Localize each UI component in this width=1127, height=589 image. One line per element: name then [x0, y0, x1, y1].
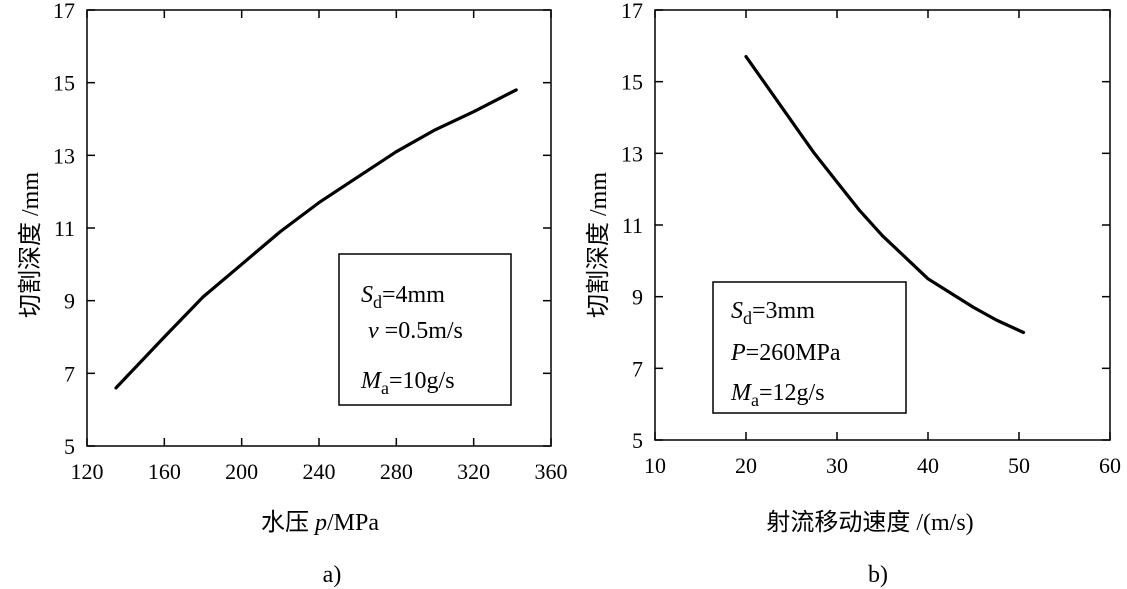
y-tick-label: 11: [622, 213, 643, 238]
x-tick-label: 50: [1008, 453, 1030, 478]
chart-panel-a: 120 160 200 240 280 320 360 5 7 9 11 13 15 17 Sd=4mm v …: [17, 0, 568, 588]
legend-entry: Ma=12g/s: [730, 380, 825, 410]
x-tick-label: 40: [917, 453, 939, 478]
y-tick-label: 9: [64, 289, 75, 314]
y-tick-label: 15: [621, 70, 643, 95]
legend-box: [338, 253, 512, 406]
chart-panel-b: 10 20 30 40 50 60 5 7 9 11 13 15 17 Sd=3mm P=260MPa Ma=…: [585, 0, 1121, 588]
x-axis-label: 水压 p/MPa: [261, 509, 379, 536]
y-tick-label: 7: [632, 356, 643, 381]
panel-label: b): [868, 562, 888, 588]
legend-entry: P=260MPa: [730, 340, 841, 366]
legend-entry: Sd=3mm: [731, 298, 815, 328]
x-tick-label: 360: [535, 459, 568, 484]
x-tick-label: 320: [457, 459, 490, 484]
x-tick-label: 120: [71, 459, 104, 484]
x-tick-label: 160: [148, 459, 181, 484]
y-axis-label: 切割深度 /mm: [585, 172, 612, 318]
x-tick-label: 20: [735, 453, 757, 478]
x-tick-label: 200: [225, 459, 258, 484]
legend-box: [712, 281, 907, 414]
x-tick-label: 10: [644, 453, 666, 478]
y-tick-label: 7: [64, 361, 75, 386]
x-tick-label: 30: [826, 453, 848, 478]
panel-label: a): [323, 562, 342, 588]
y-tick-label: 13: [53, 143, 75, 168]
x-tick-label: 280: [380, 459, 413, 484]
y-tick-label: 5: [632, 428, 643, 453]
legend-entry: v =0.5m/s: [368, 318, 463, 344]
x-tick-label: 240: [303, 459, 336, 484]
x-axis-label: 射流移动速度 /(m/s): [766, 509, 973, 536]
y-tick-label: 9: [632, 285, 643, 310]
y-tick-label: 17: [621, 0, 643, 23]
y-tick-label: 13: [621, 141, 643, 166]
x-tick-label: 60: [1099, 453, 1121, 478]
series-line: [744, 55, 1026, 335]
series-line: [114, 88, 518, 390]
y-axis-label: 切割深度 /mm: [17, 172, 44, 318]
y-tick-label: 5: [64, 434, 75, 459]
legend-entry: Sd=4mm: [361, 282, 445, 312]
y-tick-label: 15: [53, 71, 75, 96]
y-tick-label: 17: [53, 0, 75, 23]
legend-entry: Ma=10g/s: [360, 368, 455, 398]
y-tick-label: 11: [54, 216, 75, 241]
